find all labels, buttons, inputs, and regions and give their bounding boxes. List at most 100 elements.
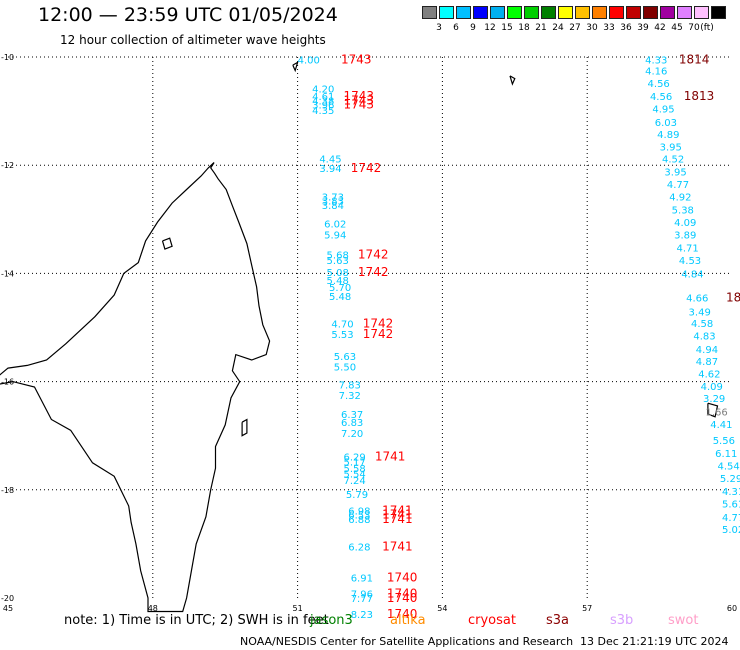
wave-height-value: 4.71 [676,243,698,254]
wave-height-value: 5.02 [722,525,740,536]
wave-height-value: 4.41 [710,420,732,431]
time-label: 1741 [382,540,413,554]
wave-height-value: 5.38 [672,206,694,217]
wave-height-value: 6.28 [348,543,370,554]
wave-height-value: 5.08 [327,268,349,279]
wave-height-value: 5.48 [329,292,351,303]
axis-labels: 45 48 51 54 57 60 -10 -12 -14 -16 -18 -20 [1,53,737,613]
wave-height-value: 5.48 [327,276,349,287]
wave-height-value: 4.16 [645,67,667,78]
wave-height-value: 4.20 [312,84,334,95]
satellite-tracks: 4.00 4.204.614.383.964.35 4.453.94 3.733.83… [298,53,740,622]
wave-height-value: 4.00 [298,56,320,67]
latitude-label: -12 [1,161,14,170]
wave-height-value: 4.56 [650,92,672,103]
legend-swatch [592,6,607,19]
legend-label: 18 [518,23,530,33]
legend-swatch [575,6,590,19]
time-label: 1743 [341,53,372,67]
legend-swatch [694,6,709,19]
wave-height-value: 3.95 [660,142,682,153]
time-label: 1813 [684,89,715,103]
wave-height-value: 3.83 [322,196,344,207]
wave-height-value: 7.77 [351,594,373,605]
wave-height-value: 5.68 [327,250,349,261]
legend-swatch [456,6,471,19]
legend-swatch [626,6,641,19]
latitude-label: -18 [1,486,14,495]
longitude-label: 51 [293,604,303,613]
legend-swatch [660,6,675,19]
madagascar-coastline [0,61,719,613]
wave-height-value: 5.63 [334,352,356,363]
wave-height-value: 3.94 [319,164,341,175]
wave-height-value: 4.84 [681,269,703,280]
wave-height-value: 4.52 [662,155,684,166]
legend-label: 12 [484,23,496,33]
wave-height-value: 7.96 [351,590,373,601]
wave-height-value: 6.91 [351,573,373,584]
map-subtitle: 12 hour collection of altimeter wave hei… [60,33,326,47]
wave-height-value: 4.38 [312,96,334,107]
wave-height-value: 5.29 [720,474,740,485]
time-label: 1741 [382,503,413,517]
wave-height-value: 3.96 [312,101,334,112]
island-outline [161,237,173,250]
time-label: 1740 [387,607,418,621]
legend-label: 6 [453,23,459,33]
wave-height-value: 6.88 [348,515,370,526]
wave-height-value: 4.92 [669,193,691,204]
wave-height-value: 5.56 [713,436,735,447]
legend-swatch [507,6,522,19]
wave-height-value: 7.24 [343,476,365,487]
island-outline [292,61,299,73]
latitude-label: -10 [1,53,14,62]
legend-label: 24 [552,23,564,33]
wave-height-value: 4.31 [722,487,740,498]
time-label: 1740 [387,587,418,601]
wave-height-value: 4.56 [648,79,670,90]
wave-height-value: 7.83 [339,380,361,391]
graticule [8,56,732,598]
wave-height-value: 4.58 [691,319,713,330]
time-label: 1742 [363,327,394,341]
wave-height-value: 4.89 [657,130,679,141]
wave-height-value: 6.03 [655,118,677,129]
legend-label: 39 [637,23,649,33]
wave-height-value: 3.73 [322,193,344,204]
generated-timestamp: 13 Dec 21:21:19 UTC 2024 [580,635,729,648]
legend-label: 33 [603,23,615,33]
legend-unit: (ft) [700,23,714,33]
wave-height-value: 5.50 [334,362,356,373]
wave-height-value: 5.63 [327,256,349,267]
legend-label: 45 [671,23,683,33]
wave-height-value: 4.66 [686,294,708,305]
wave-height-value: 1.66 [705,407,727,418]
wave-height-value: 4.70 [331,320,353,331]
longitude-label: 45 [3,604,13,613]
satellite-swot: swot [668,613,699,628]
time-label: 1742 [363,317,394,331]
wave-height-value: 6.11 [715,449,737,460]
legend-swatch [711,6,726,19]
time-label: 1743 [343,98,374,112]
wave-height-value: 4.62 [698,369,720,380]
time-label: 1741 [382,512,413,526]
time-label: 1743 [343,89,374,103]
satellite-jason3: jason3 [310,613,353,628]
legend-label: 70 [688,23,700,33]
legend-label: 21 [535,23,547,33]
time-label: 1742 [358,265,389,279]
wave-height-value: 4.54 [718,461,740,472]
time-label: 1743 [343,93,374,107]
legend-swatch [490,6,505,19]
legend-swatch [524,6,539,19]
wave-height-value: 3.84 [322,201,344,212]
wave-height-value: 4.09 [674,218,696,229]
wave-height-value: 5.94 [324,230,346,241]
latitude-label: -14 [1,269,14,278]
time-label: 1741 [375,449,406,463]
legend-label: 42 [654,23,666,33]
legend-swatch [609,6,624,19]
